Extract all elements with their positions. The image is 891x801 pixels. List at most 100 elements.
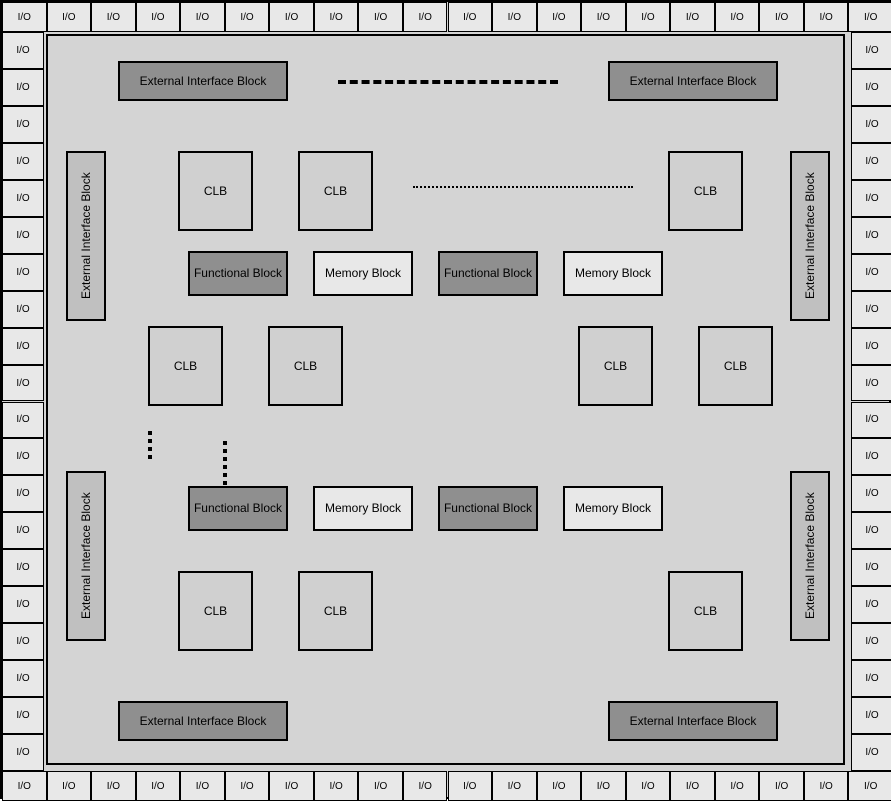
io-pad: I/O	[851, 291, 891, 328]
io-pad: I/O	[448, 2, 493, 32]
functional-block: Functional Block	[438, 251, 538, 296]
clb: CLB	[298, 151, 373, 231]
io-pad: I/O	[851, 328, 891, 365]
io-pad: I/O	[759, 2, 804, 32]
ext-interface-block-top-left: External Interface Block	[118, 61, 288, 101]
io-pad: I/O	[804, 2, 849, 32]
io-pad: I/O	[2, 291, 44, 328]
memory-block: Memory Block	[563, 486, 663, 531]
io-pad: I/O	[180, 771, 225, 801]
io-pad: I/O	[626, 2, 671, 32]
io-pad: I/O	[851, 254, 891, 291]
memory-block: Memory Block	[313, 486, 413, 531]
functional-block: Functional Block	[188, 251, 288, 296]
io-pad: I/O	[2, 512, 44, 549]
io-pad: I/O	[2, 660, 44, 697]
ext-interface-block-top-right: External Interface Block	[608, 61, 778, 101]
io-pad: I/O	[2, 734, 44, 771]
io-pad: I/O	[2, 254, 44, 291]
io-pad: I/O	[47, 771, 92, 801]
io-pad: I/O	[225, 771, 270, 801]
io-pad: I/O	[2, 328, 44, 365]
io-pad: I/O	[851, 402, 891, 439]
io-pad: I/O	[136, 771, 181, 801]
continuation-dots-vertical-inner	[223, 441, 227, 485]
io-pad: I/O	[851, 697, 891, 734]
clb: CLB	[698, 326, 773, 406]
io-pad: I/O	[269, 771, 314, 801]
io-pad: I/O	[2, 402, 44, 439]
io-pad: I/O	[851, 586, 891, 623]
io-pad: I/O	[851, 549, 891, 586]
io-pad: I/O	[851, 623, 891, 660]
io-pad: I/O	[2, 438, 44, 475]
io-pad: I/O	[851, 475, 891, 512]
clb: CLB	[148, 326, 223, 406]
io-pad: I/O	[91, 771, 136, 801]
io-pad: I/O	[851, 106, 891, 143]
io-pad: I/O	[851, 143, 891, 180]
io-pad: I/O	[851, 734, 891, 771]
core-area: External Interface Block External Interf…	[46, 34, 845, 765]
io-pad: I/O	[358, 2, 403, 32]
clb: CLB	[178, 151, 253, 231]
continuation-dots-vertical-left	[148, 431, 152, 459]
io-pad: I/O	[851, 69, 891, 106]
io-pad: I/O	[403, 771, 448, 801]
io-pad: I/O	[2, 623, 44, 660]
functional-block: Functional Block	[438, 486, 538, 531]
io-pad: I/O	[269, 2, 314, 32]
io-pad: I/O	[581, 2, 626, 32]
functional-block: Functional Block	[188, 486, 288, 531]
memory-block: Memory Block	[313, 251, 413, 296]
io-pad: I/O	[537, 2, 582, 32]
io-pad: I/O	[670, 2, 715, 32]
io-pad: I/O	[358, 771, 403, 801]
ext-interface-block-right-upper: External Interface Block	[790, 151, 830, 321]
io-pad: I/O	[851, 660, 891, 697]
io-pad: I/O	[314, 771, 359, 801]
ext-interface-block-left-lower: External Interface Block	[66, 471, 106, 641]
io-pad: I/O	[2, 549, 44, 586]
clb: CLB	[178, 571, 253, 651]
io-pad: I/O	[2, 771, 47, 801]
ext-interface-block-bottom-right: External Interface Block	[608, 701, 778, 741]
io-pad: I/O	[804, 771, 849, 801]
io-pad: I/O	[715, 771, 760, 801]
io-pad: I/O	[848, 771, 891, 801]
io-pad: I/O	[2, 69, 44, 106]
io-pad: I/O	[2, 2, 47, 32]
io-pad: I/O	[492, 771, 537, 801]
io-pad: I/O	[2, 106, 44, 143]
continuation-dots-row1	[413, 186, 633, 188]
io-pad: I/O	[2, 697, 44, 734]
ext-interface-block-bottom-left: External Interface Block	[118, 701, 288, 741]
io-pad: I/O	[851, 180, 891, 217]
io-pad: I/O	[403, 2, 448, 32]
io-pad: I/O	[851, 217, 891, 254]
io-pad: I/O	[848, 2, 891, 32]
io-pad: I/O	[715, 2, 760, 32]
io-pad: I/O	[180, 2, 225, 32]
io-pad: I/O	[47, 2, 92, 32]
clb: CLB	[298, 571, 373, 651]
clb: CLB	[578, 326, 653, 406]
clb: CLB	[668, 151, 743, 231]
io-pad: I/O	[851, 438, 891, 475]
io-pad: I/O	[448, 771, 493, 801]
io-pad: I/O	[2, 217, 44, 254]
io-pad: I/O	[225, 2, 270, 32]
io-pad: I/O	[314, 2, 359, 32]
io-pad: I/O	[2, 475, 44, 512]
io-pad: I/O	[2, 32, 44, 69]
clb: CLB	[268, 326, 343, 406]
io-pad: I/O	[2, 180, 44, 217]
io-pad: I/O	[670, 771, 715, 801]
io-pad: I/O	[91, 2, 136, 32]
memory-block: Memory Block	[563, 251, 663, 296]
ext-interface-block-right-lower: External Interface Block	[790, 471, 830, 641]
io-pad: I/O	[2, 365, 44, 402]
io-pad: I/O	[851, 365, 891, 402]
io-pad: I/O	[626, 771, 671, 801]
clb: CLB	[668, 571, 743, 651]
